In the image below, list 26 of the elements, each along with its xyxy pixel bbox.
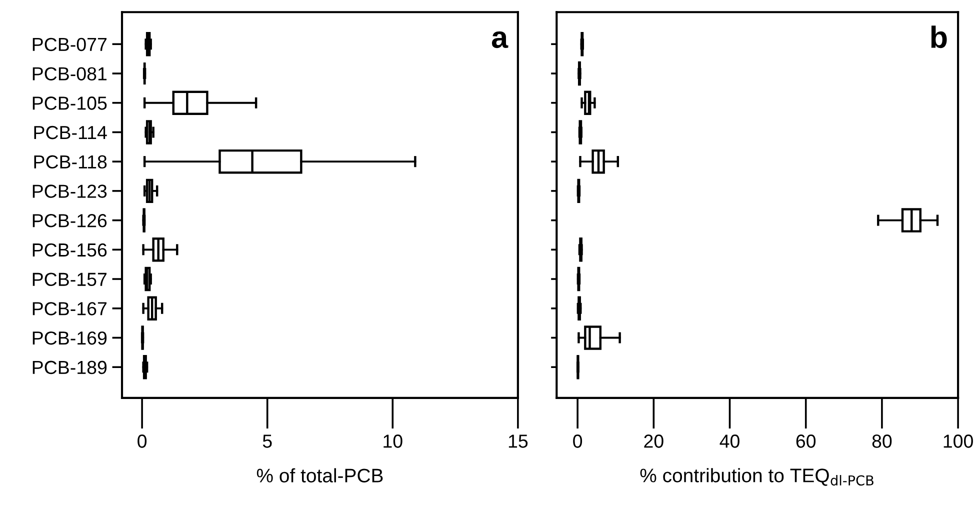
y-tick-label: PCB-081 — [32, 67, 107, 80]
x-tick-label: 100 — [944, 434, 973, 448]
x-tick-label: 80 — [872, 434, 892, 448]
x-tick-label: 20 — [644, 434, 664, 448]
x-axis-title: % contribution to TEQ$_{dl-PCB}$ — [640, 468, 874, 486]
y-tick-label: PCB-157 — [32, 272, 106, 286]
y-tick-label: PCB-189 — [32, 360, 107, 374]
x-tick-label: 60 — [796, 434, 816, 448]
y-tick-label: PCB-114 — [34, 126, 107, 140]
y-tick-label: PCB-077 — [32, 38, 106, 52]
annotation: a — [492, 31, 508, 48]
x-axis-title: % of total-PCB — [256, 468, 383, 482]
y-tick-label: PCB-118 — [34, 155, 107, 169]
y-tick-label: PCB-105 — [32, 96, 107, 110]
x-tick-label: 40 — [720, 434, 740, 448]
y-tick-label: PCB-169 — [32, 331, 107, 345]
x-tick-label: 10 — [384, 434, 402, 448]
x-tick-label: 5 — [262, 434, 272, 448]
y-tick-label: PCB-167 — [32, 302, 106, 316]
x-tick-label: 0 — [138, 434, 147, 448]
y-tick-label: PCB-126 — [32, 214, 107, 228]
x-tick-label: 15 — [508, 434, 528, 448]
x-tick-label: 0 — [573, 434, 582, 448]
annotation: b — [931, 26, 947, 48]
y-tick-label: PCB-123 — [32, 184, 107, 198]
y-tick-label: PCB-156 — [32, 243, 107, 257]
